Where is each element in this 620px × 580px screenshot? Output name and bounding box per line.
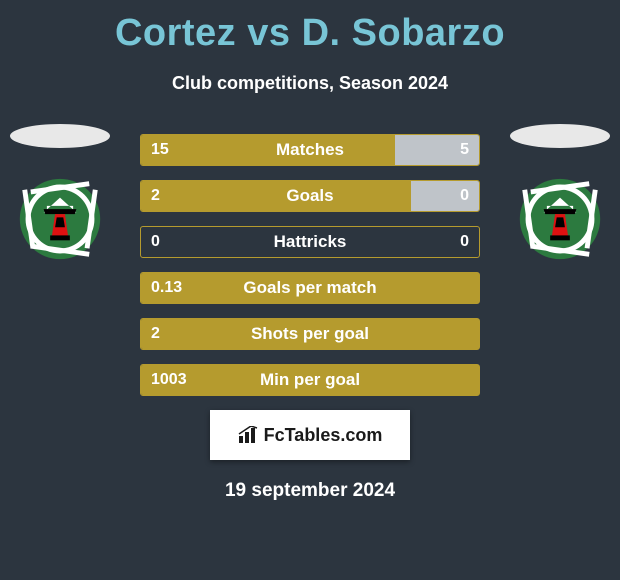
brand-text: FcTables.com bbox=[238, 425, 383, 446]
vs-text: vs bbox=[247, 12, 290, 54]
stat-value-left: 1003 bbox=[151, 365, 187, 395]
stat-value-right: 0 bbox=[460, 227, 469, 257]
brand-icon bbox=[238, 426, 260, 444]
date-text: 19 september 2024 bbox=[0, 480, 620, 502]
stat-label: Matches bbox=[141, 135, 479, 165]
player1-name: Cortez bbox=[115, 12, 236, 54]
stat-value-left: 2 bbox=[151, 181, 160, 211]
subtitle: Club competitions, Season 2024 bbox=[0, 73, 620, 94]
player2-badge bbox=[510, 124, 610, 284]
content-area: Matches155Goals20Hattricks00Goals per ma… bbox=[0, 134, 620, 502]
stat-label: Hattricks bbox=[141, 227, 479, 257]
stat-value-right: 0 bbox=[460, 181, 469, 211]
brand-box[interactable]: FcTables.com bbox=[210, 410, 410, 460]
stat-bars: Matches155Goals20Hattricks00Goals per ma… bbox=[140, 134, 480, 396]
player1-club-logo bbox=[19, 178, 101, 260]
stat-label: Min per goal bbox=[141, 365, 479, 395]
brand-label: FcTables.com bbox=[264, 425, 383, 446]
player2-club-logo bbox=[519, 178, 601, 260]
player2-silhouette bbox=[510, 124, 610, 148]
player1-badge bbox=[10, 124, 110, 284]
stat-value-left: 2 bbox=[151, 319, 160, 349]
stat-row: Goals2 0 bbox=[140, 180, 480, 212]
stat-value-right: 5 bbox=[460, 135, 469, 165]
stat-value-left: 0.13 bbox=[151, 273, 182, 303]
stat-value-left: 15 bbox=[151, 135, 169, 165]
player2-name: D. Sobarzo bbox=[302, 12, 505, 54]
stat-label: Shots per goal bbox=[141, 319, 479, 349]
stat-row: Shots per goal2 bbox=[140, 318, 480, 350]
stat-value-left: 0 bbox=[151, 227, 160, 257]
stat-row: Hattricks0 0 bbox=[140, 226, 480, 258]
stat-row: Min per goal1003 bbox=[140, 364, 480, 396]
stat-label: Goals bbox=[141, 181, 479, 211]
stat-label: Goals per match bbox=[141, 273, 479, 303]
stat-row: Matches15 5 bbox=[140, 134, 480, 166]
stat-row: Goals per match0.13 bbox=[140, 272, 480, 304]
comparison-title: Cortez vs D. Sobarzo bbox=[0, 0, 620, 55]
player1-silhouette bbox=[10, 124, 110, 148]
